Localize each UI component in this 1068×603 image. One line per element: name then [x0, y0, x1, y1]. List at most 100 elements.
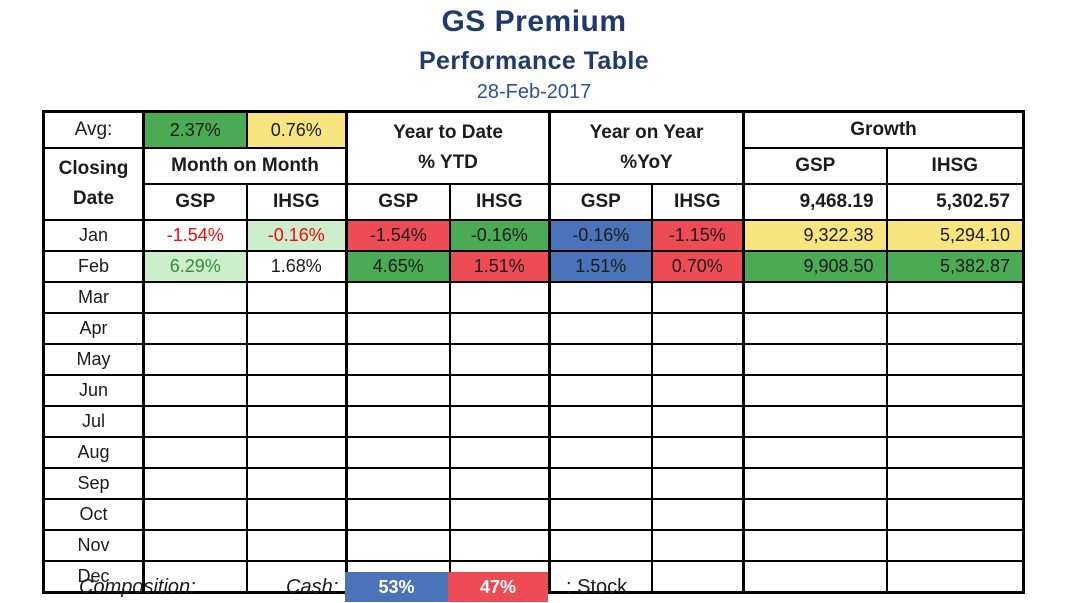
cell-sep-yoy-ihsg[interactable]: [650, 467, 745, 500]
growth-ihsg-base-value[interactable]: 5,302.57: [885, 183, 1025, 221]
cell-may-ytd-gsp[interactable]: [345, 343, 451, 376]
month-label-aug[interactable]: Aug: [42, 436, 145, 469]
growth-section-header[interactable]: Growth: [742, 110, 1025, 149]
cell-jan-mom-gsp[interactable]: -1.54%: [142, 219, 248, 252]
cell-feb-yoy-gsp[interactable]: 1.51%: [548, 250, 653, 283]
cell-sep-mom-ihsg[interactable]: [245, 467, 348, 500]
cell-nov-yoy-ihsg[interactable]: [650, 529, 745, 562]
stock-percent-cell[interactable]: 47%: [448, 572, 548, 602]
cell-feb-ytd-ihsg[interactable]: 1.51%: [448, 250, 551, 283]
month-label-apr[interactable]: Apr: [42, 312, 145, 345]
cell-oct-mom-gsp[interactable]: [142, 498, 248, 531]
growth-gsp-base-value[interactable]: 9,468.19: [742, 183, 888, 221]
growth-ihsg-header[interactable]: IHSG: [885, 147, 1025, 185]
cell-mar-ytd-ihsg[interactable]: [448, 281, 551, 314]
cell-mar-growth-gsp[interactable]: [742, 281, 888, 314]
cell-may-yoy-gsp[interactable]: [548, 343, 653, 376]
yoy-gsp-header[interactable]: GSP: [548, 183, 653, 221]
month-label-sep[interactable]: Sep: [42, 467, 145, 500]
avg-gsp-cell[interactable]: 2.37%: [142, 110, 248, 149]
cell-oct-yoy-ihsg[interactable]: [650, 498, 745, 531]
cell-mar-mom-gsp[interactable]: [142, 281, 248, 314]
cell-nov-ytd-gsp[interactable]: [345, 529, 451, 562]
cell-jul-ytd-gsp[interactable]: [345, 405, 451, 438]
cell-nov-growth-gsp[interactable]: [742, 529, 888, 562]
cell-mar-yoy-gsp[interactable]: [548, 281, 653, 314]
cell-jul-yoy-ihsg[interactable]: [650, 405, 745, 438]
cell-oct-mom-ihsg[interactable]: [245, 498, 348, 531]
cell-oct-ytd-ihsg[interactable]: [448, 498, 551, 531]
cell-dec-yoy-ihsg[interactable]: [650, 560, 745, 594]
cell-jun-ytd-gsp[interactable]: [345, 374, 451, 407]
cell-apr-mom-gsp[interactable]: [142, 312, 248, 345]
cell-may-mom-gsp[interactable]: [142, 343, 248, 376]
cash-percent-cell[interactable]: 53%: [345, 572, 448, 602]
cell-jun-growth-gsp[interactable]: [742, 374, 888, 407]
cell-dec-yoy-gsp[interactable]: [548, 560, 653, 594]
month-label-oct[interactable]: Oct: [42, 498, 145, 531]
ytd-section-header[interactable]: Year to Date % YTD: [344, 110, 551, 185]
closing-date-header[interactable]: Closing Date: [42, 147, 145, 221]
cell-apr-growth-ihsg[interactable]: [885, 312, 1025, 345]
cell-jan-yoy-ihsg[interactable]: -1.15%: [650, 219, 745, 252]
cell-may-growth-ihsg[interactable]: [885, 343, 1025, 376]
cell-apr-yoy-gsp[interactable]: [548, 312, 653, 345]
cell-aug-yoy-ihsg[interactable]: [650, 436, 745, 469]
cell-nov-mom-gsp[interactable]: [142, 529, 248, 562]
cell-nov-ytd-ihsg[interactable]: [448, 529, 551, 562]
cell-oct-growth-gsp[interactable]: [742, 498, 888, 531]
cell-apr-ytd-gsp[interactable]: [345, 312, 451, 345]
cell-feb-growth-ihsg[interactable]: 5,382.87: [885, 250, 1025, 283]
cell-feb-mom-ihsg[interactable]: 1.68%: [245, 250, 348, 283]
cell-nov-yoy-gsp[interactable]: [548, 529, 653, 562]
cell-mar-growth-ihsg[interactable]: [885, 281, 1025, 314]
cell-jan-mom-ihsg[interactable]: -0.16%: [245, 219, 348, 252]
yoy-ihsg-header[interactable]: IHSG: [650, 183, 745, 221]
cell-oct-yoy-gsp[interactable]: [548, 498, 653, 531]
cell-aug-yoy-gsp[interactable]: [548, 436, 653, 469]
cell-mar-yoy-ihsg[interactable]: [650, 281, 745, 314]
cell-may-yoy-ihsg[interactable]: [650, 343, 745, 376]
cell-aug-growth-gsp[interactable]: [742, 436, 888, 469]
growth-gsp-header[interactable]: GSP: [742, 147, 888, 185]
cell-feb-yoy-ihsg[interactable]: 0.70%: [650, 250, 745, 283]
cell-jun-mom-ihsg[interactable]: [245, 374, 348, 407]
cell-aug-growth-ihsg[interactable]: [885, 436, 1025, 469]
cell-apr-ytd-ihsg[interactable]: [448, 312, 551, 345]
cell-jan-growth-gsp[interactable]: 9,322.38: [742, 219, 888, 252]
cell-feb-ytd-gsp[interactable]: 4.65%: [345, 250, 451, 283]
cell-dec-mom-ihsg[interactable]: [245, 560, 348, 594]
month-label-jul[interactable]: Jul: [42, 405, 145, 438]
cell-mar-ytd-gsp[interactable]: [345, 281, 451, 314]
cell-jan-ytd-gsp[interactable]: -1.54%: [345, 219, 451, 252]
cell-jun-yoy-gsp[interactable]: [548, 374, 653, 407]
mom-gsp-header[interactable]: GSP: [142, 183, 248, 221]
cell-apr-mom-ihsg[interactable]: [245, 312, 348, 345]
cell-apr-growth-gsp[interactable]: [742, 312, 888, 345]
cell-sep-growth-ihsg[interactable]: [885, 467, 1025, 500]
cell-may-growth-gsp[interactable]: [742, 343, 888, 376]
month-label-jan[interactable]: Jan: [42, 219, 145, 252]
cell-dec-growth-ihsg[interactable]: [885, 560, 1025, 594]
month-label-dec[interactable]: Dec: [42, 560, 145, 594]
cell-jul-mom-ihsg[interactable]: [245, 405, 348, 438]
month-label-mar[interactable]: Mar: [42, 281, 145, 314]
cell-apr-yoy-ihsg[interactable]: [650, 312, 745, 345]
cell-may-mom-ihsg[interactable]: [245, 343, 348, 376]
cell-sep-ytd-ihsg[interactable]: [448, 467, 551, 500]
cell-jul-mom-gsp[interactable]: [142, 405, 248, 438]
cell-mar-mom-ihsg[interactable]: [245, 281, 348, 314]
cell-sep-yoy-gsp[interactable]: [548, 467, 653, 500]
cell-jul-yoy-gsp[interactable]: [548, 405, 653, 438]
month-label-may[interactable]: May: [42, 343, 145, 376]
cell-jun-yoy-ihsg[interactable]: [650, 374, 745, 407]
cell-jan-growth-ihsg[interactable]: 5,294.10: [885, 219, 1025, 252]
mom-section-header[interactable]: Month on Month: [142, 147, 348, 185]
cell-jul-growth-ihsg[interactable]: [885, 405, 1025, 438]
cell-sep-mom-gsp[interactable]: [142, 467, 248, 500]
ytd-gsp-header[interactable]: GSP: [345, 183, 451, 221]
cell-feb-mom-gsp[interactable]: 6.29%: [142, 250, 248, 283]
cell-aug-mom-gsp[interactable]: [142, 436, 248, 469]
month-label-jun[interactable]: Jun: [42, 374, 145, 407]
cell-jan-yoy-gsp[interactable]: -0.16%: [548, 219, 653, 252]
